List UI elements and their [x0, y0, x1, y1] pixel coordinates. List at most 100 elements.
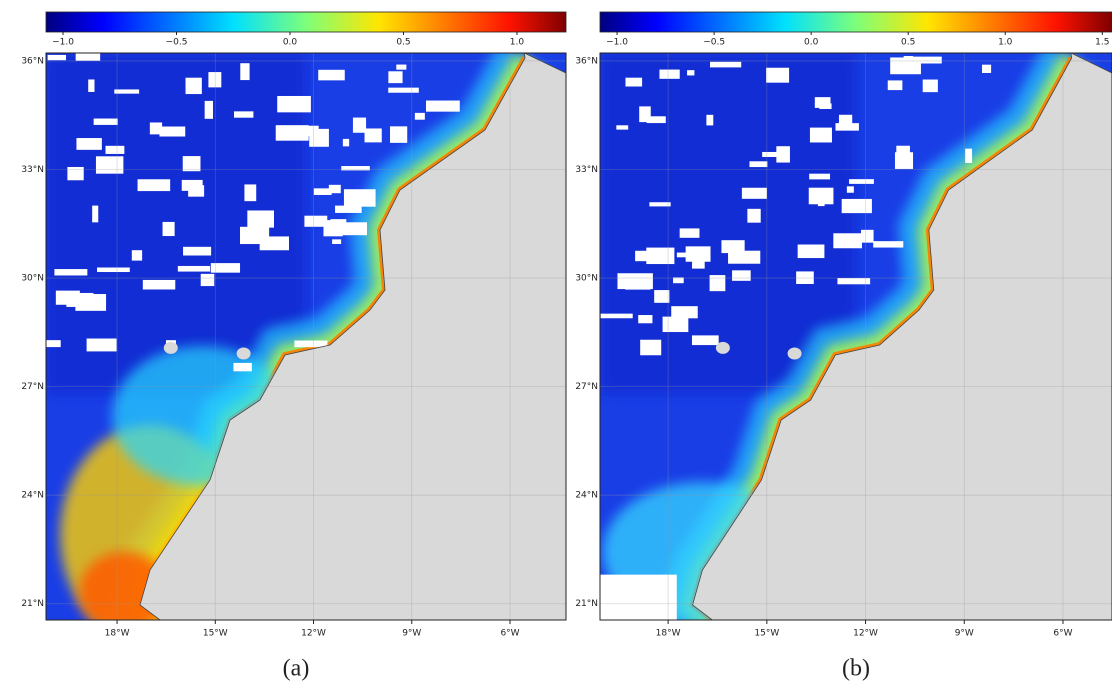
- map: [46, 53, 566, 620]
- cloud: [649, 202, 671, 207]
- cloud: [762, 151, 777, 158]
- cloud: [247, 210, 275, 228]
- map-panel: 18°W 15°W 12°W 9°W 6°W 21°N 24°N 27°N 30°N 33°N 36…: [575, 11, 1112, 682]
- cloud: [183, 246, 212, 256]
- cloud: [240, 63, 250, 81]
- cloud: [259, 236, 289, 251]
- cloud: [47, 54, 67, 61]
- cloud: [676, 252, 687, 258]
- cloud: [95, 156, 124, 174]
- cloud: [905, 56, 942, 64]
- cloud: [76, 138, 102, 150]
- panel-caption: (a): [283, 656, 310, 682]
- cloud: [159, 126, 186, 137]
- cloud: [903, 56, 914, 69]
- cloud: [54, 269, 88, 276]
- cloud: [177, 265, 211, 272]
- cloud: [654, 290, 670, 303]
- x-tick-label: 18°W: [656, 629, 681, 639]
- cloud: [635, 250, 654, 262]
- cloud: [210, 263, 241, 273]
- y-tick-label: 24°N: [575, 491, 598, 501]
- colorbar-tick-label: 0.0: [804, 38, 819, 48]
- cloud: [808, 187, 834, 205]
- cloud: [181, 179, 203, 191]
- cloud: [692, 260, 705, 269]
- cloud: [55, 290, 80, 305]
- cloud: [131, 250, 143, 261]
- cloud: [837, 278, 871, 285]
- y-tick-label: 24°N: [21, 491, 44, 501]
- cloud: [841, 198, 872, 214]
- cloud: [776, 146, 790, 163]
- y-tick-label: 21°N: [575, 599, 598, 609]
- colorbar-tick-label: 0.5: [396, 38, 410, 48]
- cloud: [659, 69, 680, 79]
- cloud: [200, 273, 215, 287]
- cloud: [887, 80, 903, 91]
- cloud: [388, 71, 403, 84]
- cloud: [706, 114, 714, 126]
- island: [351, 330, 365, 343]
- cloud: [96, 267, 130, 273]
- cloud: [208, 72, 222, 88]
- colorbar-tick-label: −0.5: [703, 38, 725, 48]
- y-tick-label: 27°N: [21, 382, 44, 392]
- cloud: [75, 53, 101, 61]
- island: [163, 341, 178, 354]
- cloud: [114, 89, 140, 94]
- cloud: [796, 271, 814, 285]
- y-tick-label: 27°N: [575, 382, 598, 392]
- cloud: [835, 123, 859, 131]
- cloud: [617, 273, 653, 290]
- cloud: [204, 100, 213, 119]
- cloud: [93, 118, 118, 125]
- cloud: [149, 122, 163, 135]
- cloud: [896, 145, 910, 159]
- cloud: [685, 246, 711, 262]
- cloud: [819, 103, 832, 110]
- cloud: [662, 316, 689, 333]
- cloud: [105, 145, 125, 154]
- cloud: [846, 186, 854, 193]
- cloud: [691, 335, 719, 346]
- y-tick-label: 33°N: [21, 165, 44, 175]
- colorbar-tick-label: −0.5: [166, 38, 188, 48]
- cloud: [86, 338, 117, 352]
- y-tick-label: 30°N: [575, 274, 598, 284]
- cloud: [137, 179, 171, 192]
- cloud: [67, 166, 84, 181]
- cloud: [687, 70, 695, 76]
- x-tick-label: 18°W: [105, 629, 130, 639]
- colorbar: [45, 11, 567, 33]
- colorbar-tick-label: −1.0: [606, 38, 628, 48]
- cloud: [639, 106, 651, 123]
- island: [236, 347, 251, 360]
- cloud: [982, 64, 992, 73]
- cloud: [625, 77, 643, 87]
- cloud: [732, 270, 751, 281]
- cloud: [809, 173, 831, 180]
- cloud: [814, 97, 831, 108]
- cloud: [673, 277, 684, 284]
- cloud: [721, 240, 745, 254]
- cloud: [88, 79, 95, 92]
- cloud: [849, 179, 874, 184]
- cloud: [75, 294, 107, 311]
- cloud: [313, 188, 332, 195]
- cloud: [142, 279, 176, 290]
- cloud: [294, 340, 328, 348]
- cloud: [600, 574, 677, 620]
- cloud: [343, 189, 376, 207]
- cloud: [749, 161, 768, 168]
- cloud: [646, 247, 675, 265]
- cloud: [364, 128, 382, 143]
- cloud: [188, 185, 205, 197]
- cloud: [797, 244, 825, 259]
- x-tick-label: 6°W: [500, 629, 519, 639]
- island: [900, 330, 915, 343]
- cloud: [342, 138, 350, 147]
- cloud: [679, 228, 700, 238]
- y-tick-label: 30°N: [21, 274, 44, 284]
